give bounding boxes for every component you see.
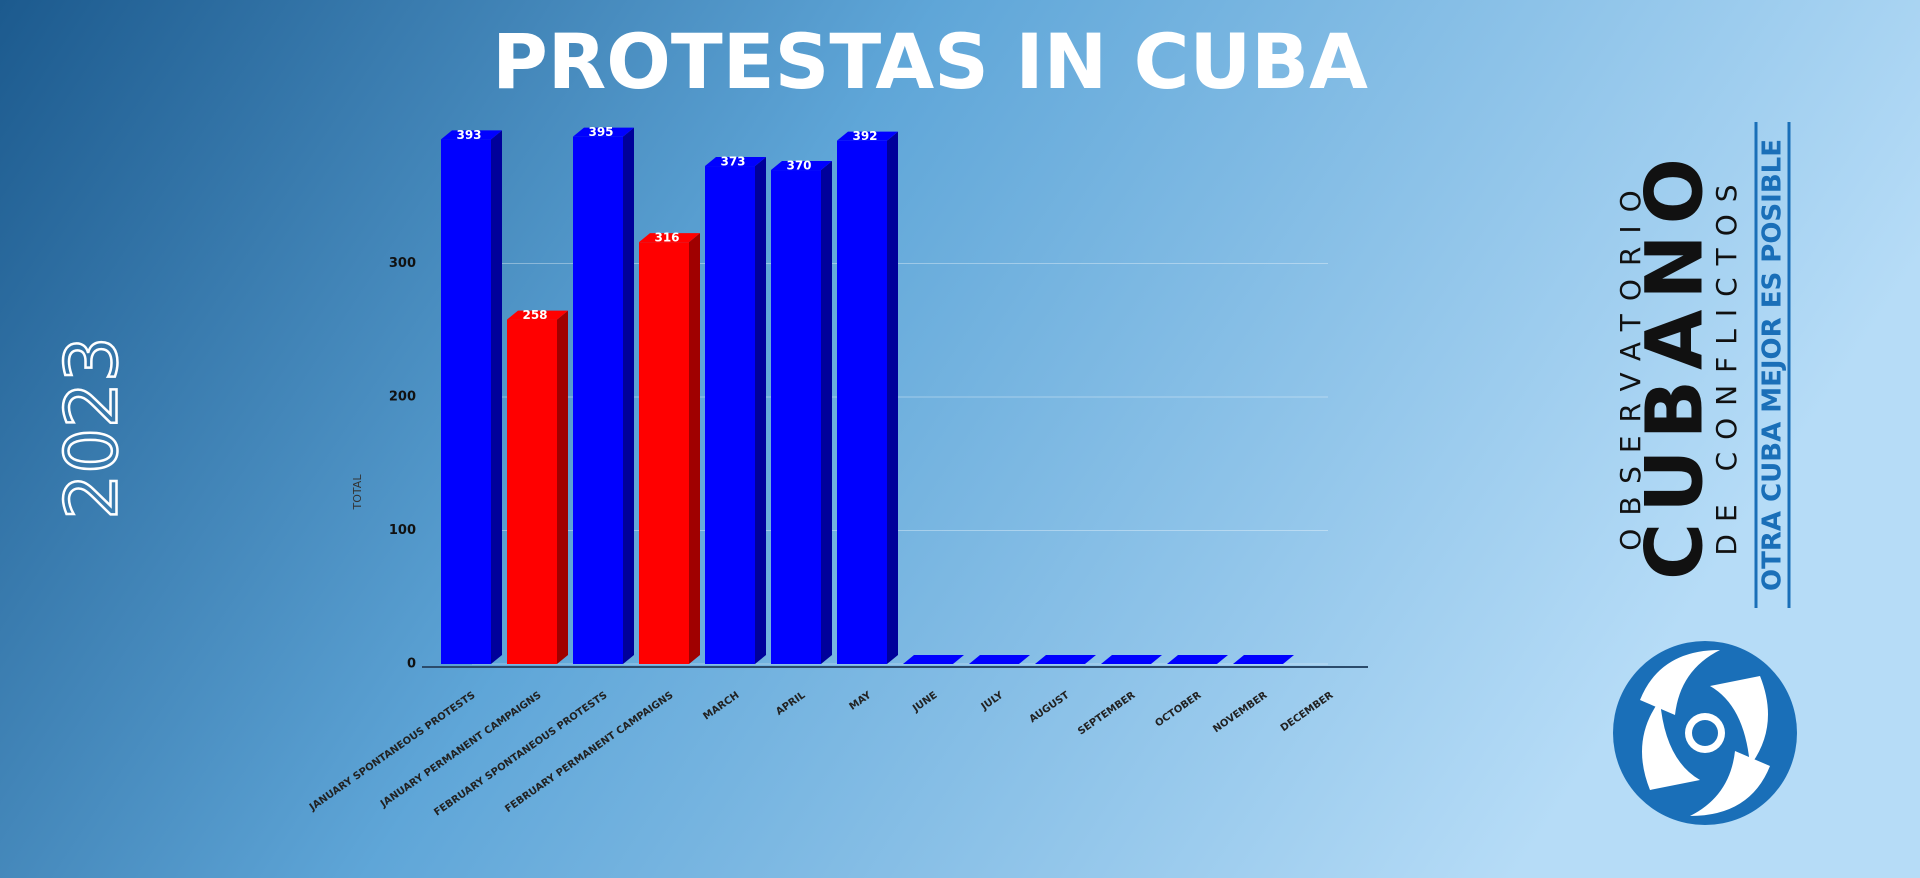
y-tick-label: 0 (407, 657, 416, 672)
logo-swirl (1640, 650, 1720, 715)
value-label: 316 (654, 231, 679, 245)
value-label: 392 (852, 129, 877, 143)
value-label: 370 (786, 159, 811, 173)
chart-title: PROTESTAS IN CUBA (492, 17, 1368, 106)
y-tick-label: 100 (389, 523, 416, 538)
bar-top (1167, 655, 1228, 664)
bar-top (771, 161, 832, 171)
value-label: 373 (720, 155, 745, 169)
bar-top (1101, 655, 1162, 664)
logo-swirl (1710, 676, 1768, 766)
value-label: 395 (588, 125, 613, 139)
bar (441, 139, 491, 665)
bar-top (639, 233, 700, 243)
bar-side (755, 157, 766, 665)
bar (771, 170, 821, 665)
bar (507, 319, 557, 664)
logo-text: CUBANO (1630, 148, 1720, 580)
bar-top (903, 655, 964, 664)
bar-side (491, 130, 502, 665)
bar (705, 166, 755, 665)
logo-swirl (1690, 751, 1770, 816)
bar-top (837, 131, 898, 141)
bar-side (557, 310, 568, 664)
value-label: 393 (456, 128, 481, 142)
logo-tagline: OTRA CUBA MEJOR ES POSIBLE (1758, 139, 1788, 591)
bar-side (623, 127, 634, 665)
logo-center (1692, 720, 1718, 746)
bar (639, 242, 689, 664)
bar-top (441, 130, 502, 140)
bar-top (507, 310, 568, 320)
bar-top (969, 655, 1030, 664)
y-tick-label: 200 (389, 390, 416, 405)
logo-text: DE CONFLICTOS (1710, 172, 1743, 555)
bar-side (821, 161, 832, 665)
year-label: 2023 (50, 336, 134, 519)
bar-top (1035, 655, 1096, 664)
bar (837, 140, 887, 664)
bar-top (573, 127, 634, 137)
value-label: 258 (522, 308, 547, 322)
logo: OBSERVATORIO CUBANO DE CONFLICTOS OTRA C… (1613, 122, 1797, 825)
bar-top (705, 157, 766, 167)
bar-side (887, 131, 898, 664)
y-tick-label: 300 (389, 256, 416, 271)
logo-text: OBSERVATORIO (1614, 177, 1647, 550)
bar-top (1233, 655, 1294, 664)
logo-swirl (1642, 700, 1700, 790)
bar-side (689, 233, 700, 664)
y-axis-label: TOTAL (351, 474, 364, 511)
bar (573, 136, 623, 665)
